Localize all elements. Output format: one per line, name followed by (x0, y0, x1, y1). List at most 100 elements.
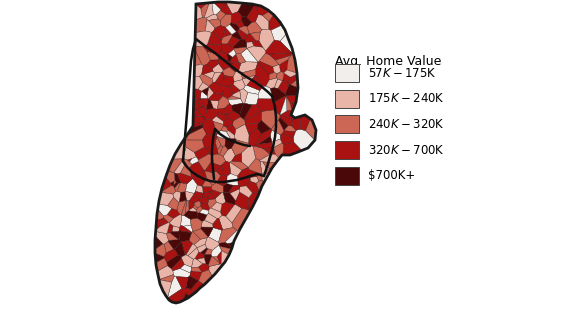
Polygon shape (198, 270, 212, 285)
Polygon shape (255, 129, 271, 145)
Polygon shape (247, 46, 266, 62)
Polygon shape (257, 173, 262, 181)
Polygon shape (211, 183, 223, 193)
Polygon shape (262, 173, 269, 182)
Polygon shape (223, 192, 236, 205)
Polygon shape (155, 2, 316, 303)
Polygon shape (205, 171, 216, 185)
Polygon shape (155, 231, 168, 244)
Polygon shape (227, 174, 238, 186)
Polygon shape (240, 103, 252, 119)
Polygon shape (218, 59, 230, 70)
Polygon shape (229, 185, 240, 193)
Polygon shape (161, 177, 171, 192)
Polygon shape (201, 248, 208, 255)
Polygon shape (156, 222, 170, 234)
Polygon shape (215, 137, 221, 150)
Polygon shape (187, 125, 203, 135)
Polygon shape (228, 99, 243, 105)
Polygon shape (198, 154, 212, 171)
Polygon shape (204, 255, 212, 265)
Polygon shape (206, 60, 218, 68)
Polygon shape (193, 171, 207, 186)
Polygon shape (205, 213, 217, 224)
Polygon shape (158, 204, 172, 216)
Polygon shape (155, 253, 164, 263)
Polygon shape (229, 162, 242, 176)
Polygon shape (255, 63, 269, 87)
Polygon shape (173, 268, 190, 277)
Polygon shape (269, 53, 293, 60)
Polygon shape (196, 185, 204, 193)
Polygon shape (280, 34, 293, 53)
Polygon shape (263, 162, 276, 168)
Polygon shape (247, 42, 254, 48)
Polygon shape (217, 165, 224, 176)
Polygon shape (225, 103, 232, 115)
Polygon shape (174, 161, 185, 173)
Polygon shape (274, 143, 284, 158)
Polygon shape (206, 14, 218, 20)
Polygon shape (182, 147, 196, 160)
Polygon shape (194, 201, 201, 208)
Polygon shape (174, 180, 177, 185)
Polygon shape (225, 230, 239, 244)
Polygon shape (242, 16, 252, 27)
Polygon shape (223, 28, 232, 37)
Polygon shape (278, 81, 289, 94)
Polygon shape (172, 140, 186, 159)
Polygon shape (220, 202, 235, 216)
Polygon shape (227, 96, 240, 100)
Polygon shape (213, 121, 224, 134)
Polygon shape (271, 25, 286, 41)
Polygon shape (216, 113, 227, 122)
Polygon shape (223, 148, 235, 163)
Polygon shape (220, 146, 228, 157)
Polygon shape (227, 2, 242, 14)
Polygon shape (198, 82, 209, 91)
Polygon shape (185, 288, 194, 297)
Polygon shape (263, 148, 275, 154)
Polygon shape (197, 206, 202, 213)
Polygon shape (259, 29, 274, 51)
Text: $320K - $700K: $320K - $700K (368, 143, 444, 157)
Polygon shape (159, 280, 171, 298)
Polygon shape (283, 73, 290, 83)
Polygon shape (190, 271, 202, 281)
Polygon shape (204, 248, 213, 255)
Polygon shape (193, 116, 205, 124)
Polygon shape (259, 154, 279, 163)
Polygon shape (203, 191, 211, 198)
Polygon shape (200, 91, 208, 99)
Polygon shape (232, 153, 242, 162)
Polygon shape (217, 251, 221, 264)
Polygon shape (209, 83, 224, 94)
Polygon shape (189, 231, 201, 244)
Polygon shape (220, 4, 232, 14)
Polygon shape (229, 62, 241, 72)
Polygon shape (212, 171, 221, 183)
Polygon shape (212, 116, 224, 124)
Polygon shape (189, 201, 195, 210)
Polygon shape (217, 96, 229, 109)
Polygon shape (167, 223, 173, 233)
Polygon shape (173, 183, 178, 188)
Polygon shape (230, 189, 240, 201)
Polygon shape (218, 215, 233, 230)
Polygon shape (273, 95, 286, 115)
Polygon shape (181, 165, 191, 177)
Polygon shape (167, 208, 180, 218)
Polygon shape (195, 47, 210, 65)
FancyBboxPatch shape (335, 115, 359, 134)
Polygon shape (247, 75, 263, 90)
Polygon shape (196, 5, 202, 20)
Polygon shape (197, 244, 206, 252)
Polygon shape (207, 87, 214, 99)
Polygon shape (285, 85, 298, 96)
Polygon shape (186, 244, 197, 256)
Polygon shape (168, 240, 182, 249)
Text: $700K+: $700K+ (368, 169, 415, 182)
Polygon shape (228, 242, 233, 248)
Polygon shape (290, 79, 298, 88)
Polygon shape (188, 247, 199, 259)
